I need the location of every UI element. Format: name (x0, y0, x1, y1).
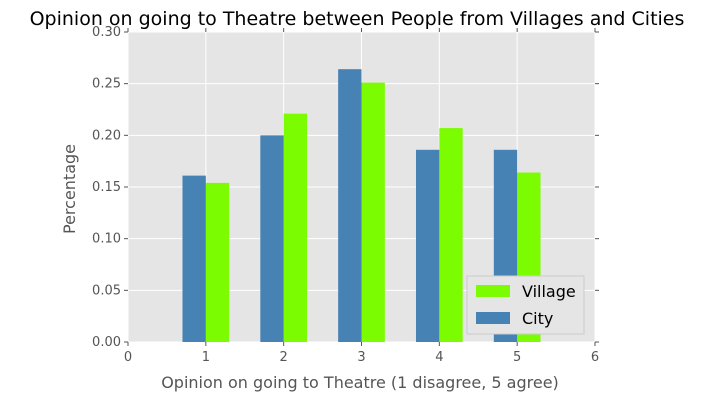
y-tick-label: 0.05 (92, 283, 121, 298)
x-tick-label: 1 (202, 350, 210, 365)
bar-village (205, 182, 230, 342)
bar-city (260, 135, 284, 342)
x-tick-label: 2 (280, 350, 288, 365)
bar-city (415, 149, 440, 342)
legend-swatch-city (476, 312, 510, 324)
x-tick-label: 6 (591, 350, 599, 365)
bar-village (439, 128, 463, 342)
x-tick-label: 3 (357, 350, 365, 365)
y-tick-label: 0.15 (92, 180, 121, 195)
legend-label-village: Village (522, 282, 576, 301)
bar-village (361, 82, 385, 342)
x-axis-label: Opinion on going to Theatre (1 disagree,… (161, 373, 559, 392)
bar-village (283, 113, 308, 342)
x-tick-label: 0 (124, 350, 132, 365)
x-tick-label: 5 (513, 350, 521, 365)
y-axis-label: Percentage (60, 144, 79, 234)
y-tick-label: 0.30 (92, 25, 121, 40)
y-tick-label: 0.10 (92, 232, 121, 247)
bar-city (182, 175, 206, 342)
y-tick-label: 0.25 (92, 77, 121, 92)
x-tick-label: 4 (435, 350, 443, 365)
y-tick-label: 0.20 (92, 128, 121, 143)
legend: Village City (466, 275, 585, 335)
legend-swatch-village (476, 285, 510, 297)
chart-title: Opinion on going to Theatre between Peop… (30, 8, 685, 30)
bar-city (338, 69, 362, 342)
y-tick-label: 0.00 (92, 335, 121, 350)
legend-label-city: City (522, 309, 553, 328)
